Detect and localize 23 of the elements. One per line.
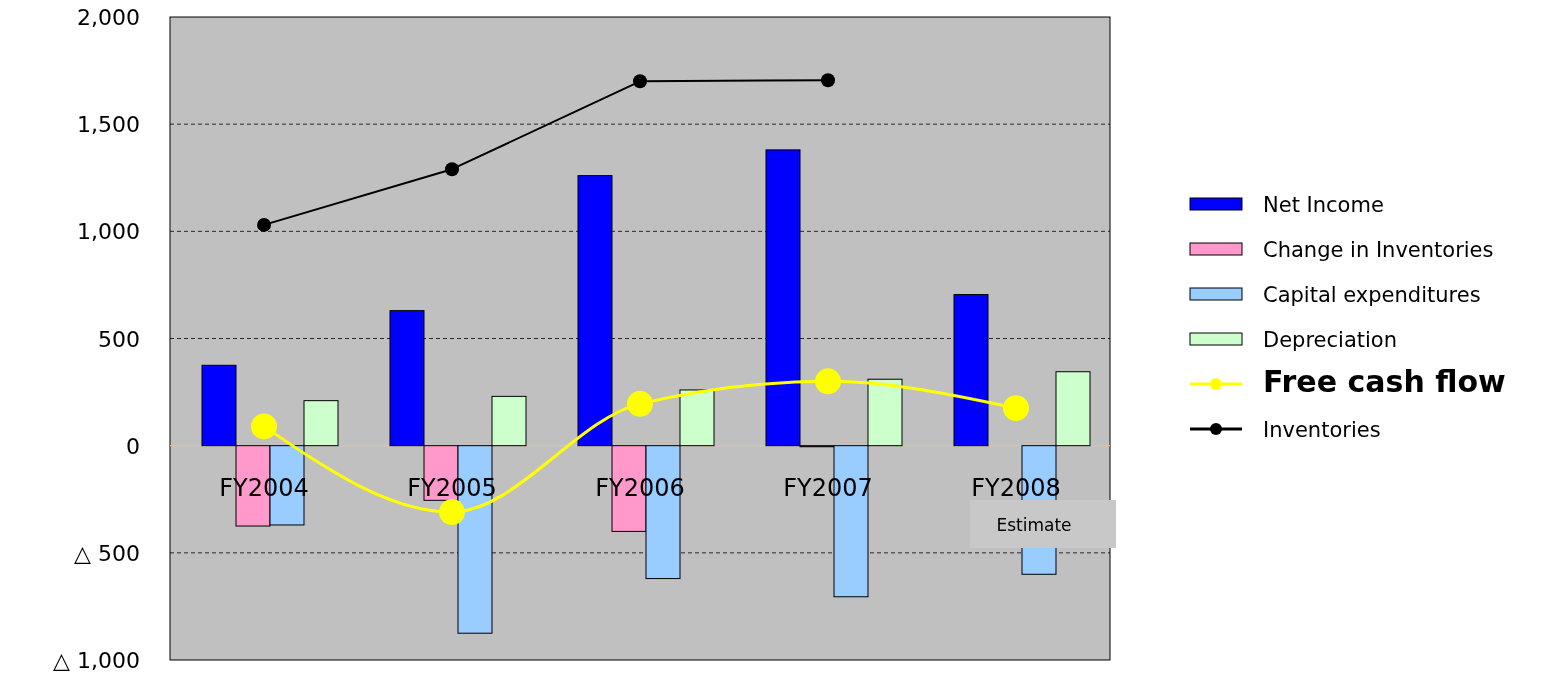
annotation: Estimate (996, 515, 1072, 535)
point (257, 217, 271, 232)
y-tick-label: △ 1,000 (53, 648, 140, 673)
y-tick-label: 0 (126, 433, 140, 459)
legend-label: Capital expenditures (1263, 283, 1481, 307)
y-tick-label: △ 500 (74, 540, 140, 566)
y-tick-label: 1,000 (77, 219, 140, 245)
y-tick-label: 500 (98, 326, 140, 352)
legend-label: Inventories (1263, 418, 1381, 442)
legend-label: Net Income (1263, 193, 1384, 217)
point (251, 413, 277, 440)
point (821, 73, 835, 88)
legend-label: Depreciation (1263, 328, 1397, 352)
legend-label: Free cash flow (1263, 364, 1506, 399)
point (445, 162, 459, 177)
y-tick-label: 2,000 (77, 5, 140, 30)
point (1003, 395, 1029, 422)
point (627, 390, 653, 417)
y-tick-label: 1,500 (77, 112, 140, 138)
point (439, 499, 465, 526)
legend-label: Change in Inventories (1263, 238, 1494, 262)
point (815, 368, 841, 395)
point (633, 74, 647, 89)
